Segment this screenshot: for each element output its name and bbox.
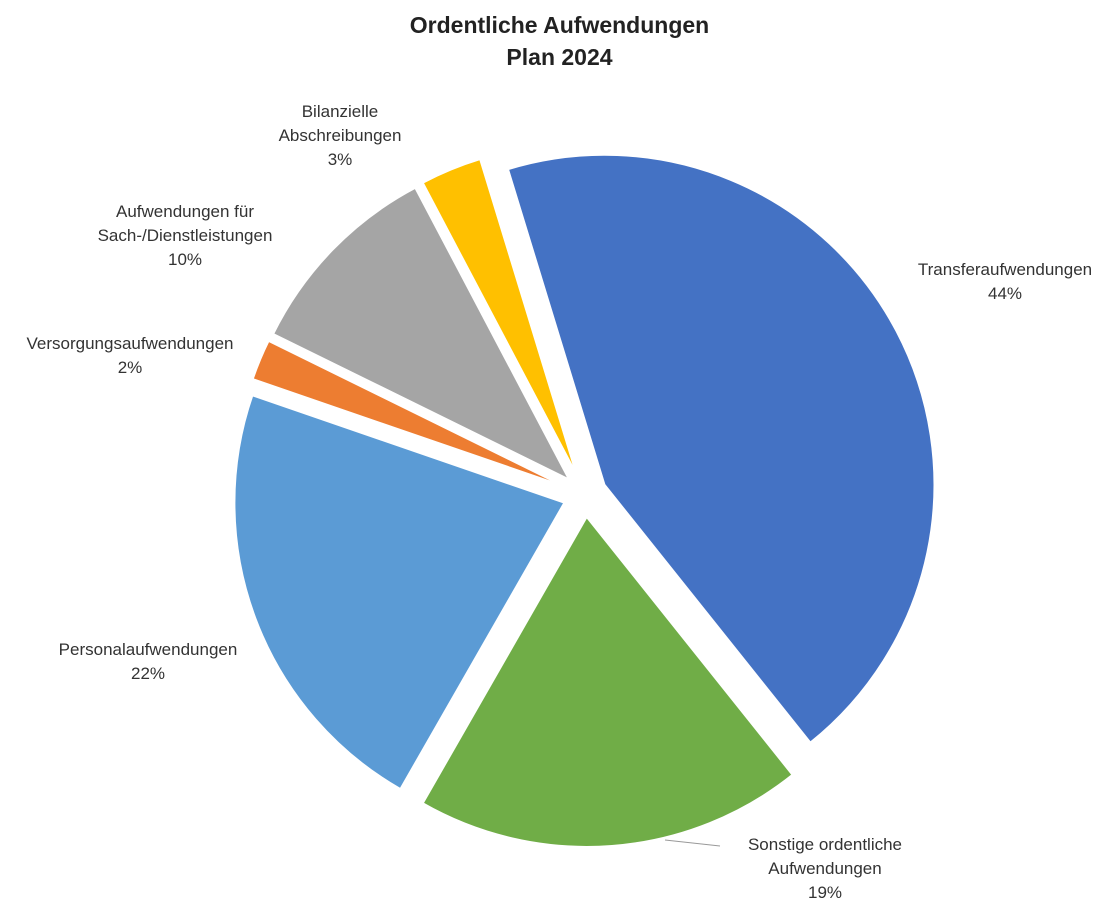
slice-value: 10% [167,250,203,269]
slice-value: 2% [117,358,143,377]
pie-slice [421,515,794,848]
slice-value: 3% [327,150,353,169]
slice-label: Personalaufwendungen [58,640,238,659]
chart-title: Ordentliche Aufwendungen [409,12,710,38]
slice-label: Aufwendungen für Sach-/Dienstleistungen [97,202,273,245]
pie-slice [233,394,566,791]
slice-value: 19% [807,883,843,902]
leader-line [664,839,721,847]
pie-slice [251,339,566,488]
slice-label: Sonstige ordentliche Aufwendungen [747,835,903,878]
slice-value: 44% [987,284,1023,303]
chart-subtitle: Plan 2024 [506,44,613,70]
slice-label: Versorgungsaufwendungen [26,334,234,353]
pie-slice [421,157,578,476]
slice-label: Transferaufwendungen [917,260,1093,279]
pie-slice [506,153,936,745]
slice-value: 22% [130,664,166,683]
slice-label: Bilanzielle Abschreibungen [278,102,402,145]
pie-slice [271,186,572,482]
